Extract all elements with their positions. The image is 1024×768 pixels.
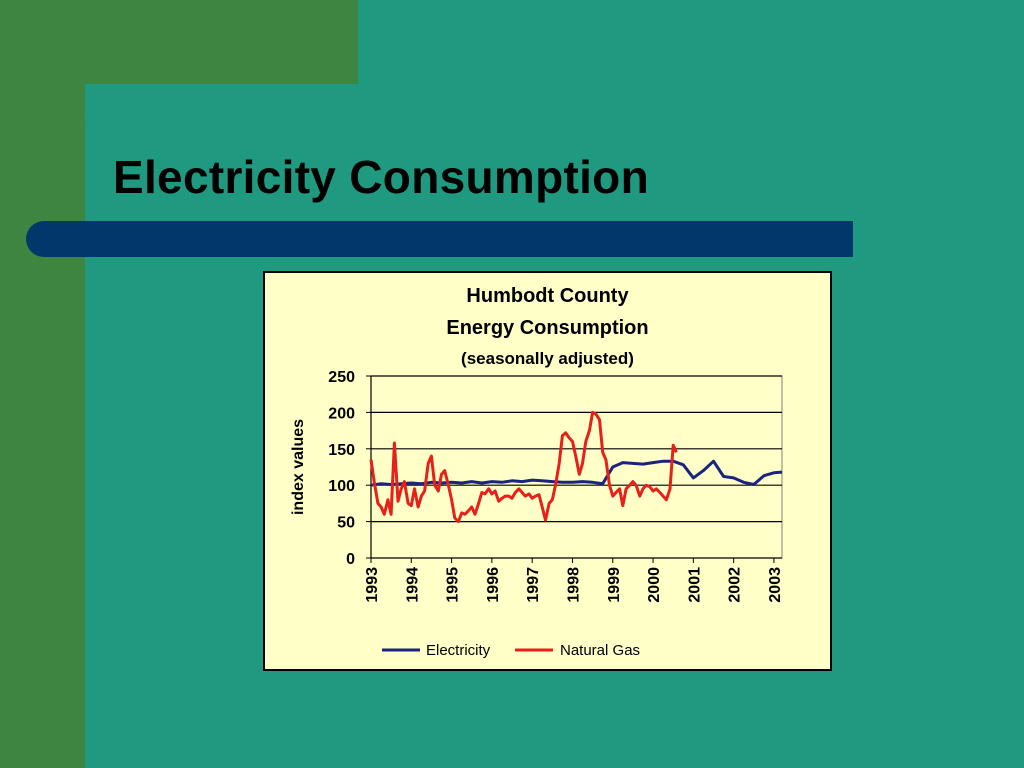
y-axis-label: index values xyxy=(290,419,307,515)
x-tick-label: 2001 xyxy=(686,567,703,603)
title-underline-bar xyxy=(26,221,853,257)
legend-label: Electricity xyxy=(426,642,491,659)
y-tick-label: 200 xyxy=(328,405,355,422)
chart-title-line1: Humbodt County xyxy=(466,285,629,307)
legend-label: Natural Gas xyxy=(560,642,640,659)
series-line-natural-gas xyxy=(369,410,678,524)
x-tick-label: 1997 xyxy=(525,567,542,603)
x-tick-label: 2003 xyxy=(767,567,784,603)
y-tick-label: 50 xyxy=(337,515,355,532)
x-tick-label: 2000 xyxy=(646,567,663,603)
y-tick-label: 150 xyxy=(328,442,355,459)
x-tick-label: 1994 xyxy=(404,567,421,603)
top-accent-block xyxy=(0,0,358,84)
chart-container: Humbodt County Energy Consumption (seaso… xyxy=(263,271,832,671)
left-accent-band xyxy=(0,0,85,768)
x-tick-label: 1998 xyxy=(565,567,582,603)
chart-subtitle: (seasonally adjusted) xyxy=(461,349,634,368)
y-tick-label: 250 xyxy=(328,369,355,386)
x-tick-label: 1996 xyxy=(485,567,502,603)
x-tick-label: 1993 xyxy=(364,567,381,603)
line-chart: 0 50 100 150 200 250 1993 1994 1995 1996 1997 1998 1… xyxy=(290,369,784,659)
chart-title-line2: Energy Consumption xyxy=(446,317,649,339)
x-tick-label: 1995 xyxy=(445,567,462,603)
y-tick-label: 0 xyxy=(346,551,355,568)
x-tick-label: 2002 xyxy=(727,567,744,603)
x-tick-label: 1999 xyxy=(606,567,623,603)
y-tick-label: 100 xyxy=(328,478,355,495)
slide-title: Electricity Consumption xyxy=(113,151,649,203)
